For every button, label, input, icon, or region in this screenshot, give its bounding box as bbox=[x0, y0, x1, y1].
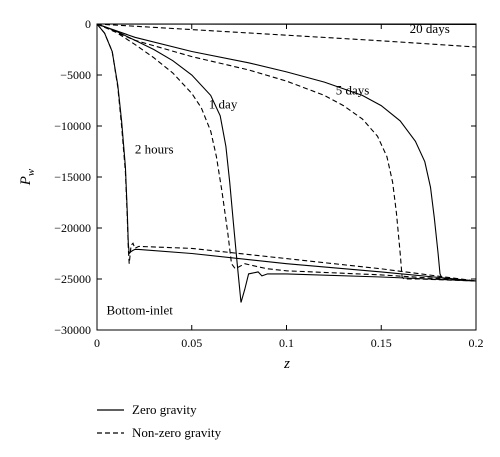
x-tick-label: 0.2 bbox=[469, 336, 484, 350]
series-line-2-hours-solid bbox=[96, 23, 477, 282]
y-axis-label-sub: w bbox=[25, 168, 37, 176]
y-tick-label: −25000 bbox=[54, 272, 91, 286]
y-tick-label: −20000 bbox=[54, 221, 91, 235]
x-tick-label: 0 bbox=[94, 336, 100, 350]
y-tick-label: 0 bbox=[85, 17, 91, 31]
y-tick-label: −30000 bbox=[54, 323, 91, 337]
y-tick-label: −5000 bbox=[60, 68, 91, 82]
x-tick-label: 0.05 bbox=[181, 336, 202, 350]
annotation-1-day: 1 day bbox=[209, 97, 238, 112]
y-tick-label: −10000 bbox=[54, 119, 91, 133]
y-tick-label: −15000 bbox=[54, 170, 91, 184]
x-tick-label: 0.15 bbox=[371, 336, 392, 350]
legend-label-zero-gravity: Zero gravity bbox=[132, 402, 197, 417]
x-axis: 0 0.05 0.1 0.15 0.2 bbox=[94, 24, 484, 350]
legend-label-non-zero-gravity: Non-zero gravity bbox=[132, 425, 222, 440]
x-axis-label: z bbox=[283, 356, 290, 372]
plot-frame bbox=[96, 23, 477, 331]
annotation-5-days: 5 days bbox=[336, 82, 370, 97]
legend: Zero gravity Non-zero gravity bbox=[97, 402, 222, 440]
y-axis-label-main: P bbox=[18, 176, 34, 186]
y-axis: 0 −5000 −10000 −15000 −20000 −25000 −30000 bbox=[54, 17, 476, 337]
annotation-bottom-inlet: Bottom-inlet bbox=[106, 303, 173, 318]
annotation-20-days: 20 days bbox=[410, 21, 450, 36]
annotations: 2 hours 1 day 5 days 20 days Bottom-inlet bbox=[106, 21, 449, 318]
series-line-1-day-solid bbox=[96, 23, 477, 303]
series-line-1-day-dashed bbox=[96, 23, 477, 282]
series-line-5-days-dashed bbox=[96, 23, 477, 282]
annotation-2-hours: 2 hours bbox=[135, 142, 174, 157]
y-axis-label: Pw bbox=[18, 168, 37, 186]
series-line-20-days-dashed bbox=[96, 23, 477, 48]
x-tick-label: 0.1 bbox=[279, 336, 294, 350]
series-line-2-hours-dashed bbox=[96, 23, 477, 282]
series-line-5-days-solid bbox=[96, 23, 477, 282]
plot-lines bbox=[96, 23, 477, 303]
